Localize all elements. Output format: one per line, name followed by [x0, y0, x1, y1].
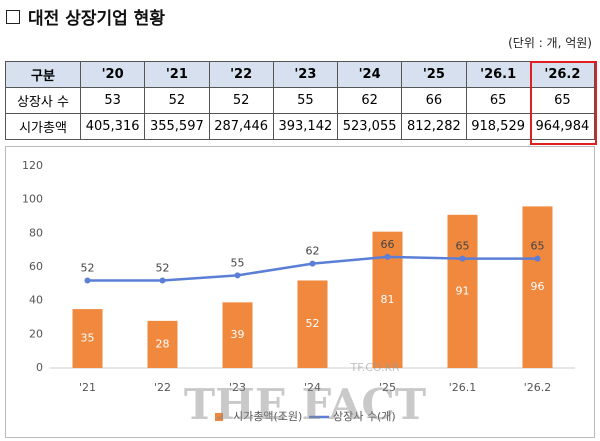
column-header: '25	[401, 61, 467, 88]
bar	[522, 206, 553, 368]
cell: 405,316	[79, 113, 146, 140]
line-point	[534, 255, 541, 262]
cell: 66	[401, 87, 467, 114]
y-tick-label: 100	[22, 193, 43, 206]
cell: 287,446	[208, 113, 274, 140]
bar-label: 52	[306, 317, 320, 330]
y-tick-label: 120	[22, 159, 43, 172]
cell: 52	[144, 87, 210, 114]
cell: 812,282	[401, 113, 467, 140]
x-tick-label: '22	[154, 381, 171, 394]
header-row: 구분 '20'21'22'23'24'25'26.1'26.2	[5, 61, 596, 88]
title-text: 대전 상장기업 현황	[28, 9, 165, 29]
column-header: '20	[79, 61, 146, 88]
y-tick-label: 20	[29, 327, 43, 340]
column-header: '21	[144, 61, 210, 88]
cell: 55	[272, 87, 339, 114]
y-tick-label: 60	[29, 260, 43, 273]
bar-label: 39	[231, 328, 245, 341]
legend-label: 상장사 수(개)	[333, 410, 396, 423]
cell: 964,984	[529, 113, 596, 140]
title: 대전 상장기업 현황	[6, 4, 165, 29]
row-header: 시가총액	[5, 113, 81, 140]
bar-label: 35	[81, 332, 95, 345]
row-header: 상장사 수	[5, 87, 81, 114]
x-tick-label: '25	[379, 381, 396, 394]
column-header: 구분	[5, 61, 81, 88]
line-point	[384, 253, 391, 260]
column-header: '23	[272, 61, 339, 88]
column-header: '26.2	[529, 61, 596, 88]
line-label: 55	[231, 256, 245, 269]
line-label: 62	[306, 245, 320, 258]
line-label: 65	[456, 240, 470, 253]
x-tick-label: '23	[229, 381, 246, 394]
title-box	[6, 9, 20, 24]
line-label: 52	[81, 261, 95, 274]
bar	[147, 320, 178, 368]
bar	[447, 214, 478, 368]
table-row: 상장사 수 53 52 52 55 62 66 65 65	[5, 87, 596, 114]
legend-label: 시가총액(조원)	[233, 410, 302, 423]
bar-label: 96	[531, 280, 545, 293]
cell: 523,055	[336, 113, 403, 140]
chart-frame	[5, 146, 595, 438]
cell: 65	[465, 87, 531, 114]
line-label: 66	[381, 238, 395, 251]
cell: 62	[336, 87, 403, 114]
bar	[72, 309, 103, 368]
cell: 52	[208, 87, 274, 114]
chart: 0 20 40 60 80 100 120 '21 '22 '23 '24 '25 '26.1 '26.2…	[5, 146, 595, 438]
column-header: '26.1	[465, 61, 531, 88]
line-point	[159, 277, 166, 284]
x-tick-label: '24	[304, 381, 321, 394]
column-header: '22	[208, 61, 274, 88]
watermark: THE FACT	[184, 380, 426, 429]
line-point	[234, 272, 241, 279]
y-tick-label: 80	[29, 226, 43, 239]
y-tick-label: 0	[36, 361, 43, 374]
line-point	[84, 277, 91, 284]
line-label: 65	[531, 240, 545, 253]
line-point	[459, 255, 466, 262]
cell: 65	[529, 87, 596, 114]
line-label: 52	[156, 261, 170, 274]
cell: 918,529	[465, 113, 531, 140]
bar-label: 81	[381, 293, 395, 306]
line-point	[309, 260, 316, 267]
cell: 393,142	[272, 113, 339, 140]
bar	[222, 302, 253, 368]
bar-label: 28	[156, 337, 170, 350]
column-header: '24	[336, 61, 403, 88]
cell: 355,597	[144, 113, 210, 140]
cell: 53	[79, 87, 146, 114]
bar-label: 91	[456, 284, 470, 297]
table-row: 시가총액 405,316 355,597 287,446 393,142 523,055 8…	[5, 113, 596, 140]
y-tick-label: 40	[29, 294, 43, 307]
legend-swatch	[215, 413, 223, 421]
x-tick-label: '21	[79, 381, 96, 394]
x-tick-label: '26.2	[524, 381, 552, 394]
watermark-site: TF.CO.KR	[349, 361, 399, 374]
unit: (단위 : 개, 억원)	[508, 36, 592, 50]
data-table: 구분 '20'21'22'23'24'25'26.1'26.2 상장사 수 53 52 5…	[5, 61, 596, 140]
bar	[297, 280, 328, 368]
x-tick-label: '26.1	[449, 381, 477, 394]
